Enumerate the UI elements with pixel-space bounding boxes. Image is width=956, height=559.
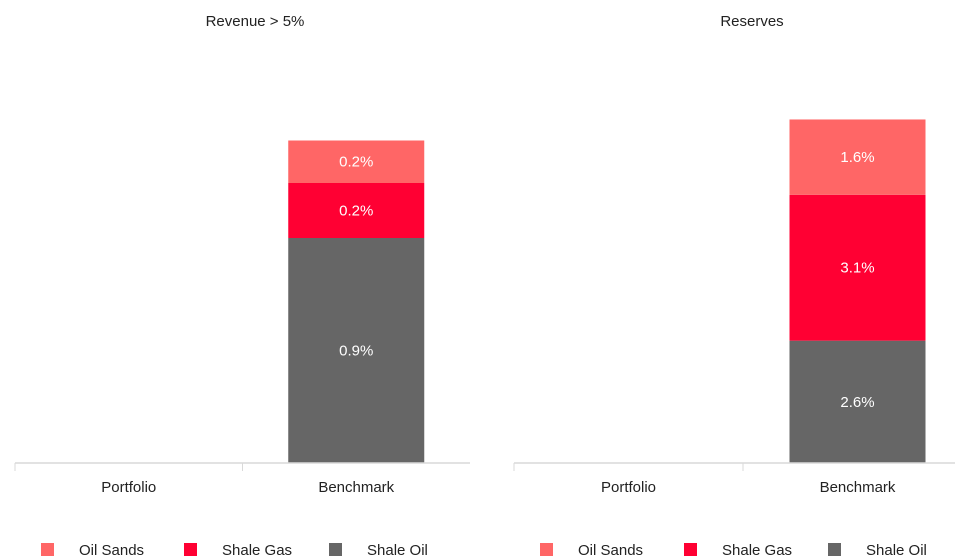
data-label: 0.2% (339, 154, 373, 171)
data-label: 3.1% (840, 260, 874, 277)
legend-swatch (828, 543, 841, 556)
chart-title: Revenue > 5% (206, 13, 305, 30)
legend-label: Shale Oil (866, 542, 927, 559)
legend-label: Shale Oil (367, 542, 428, 559)
legend-swatch (329, 543, 342, 556)
bar-segment (288, 238, 425, 463)
x-tick-label: Benchmark (318, 479, 394, 496)
legend-swatch (41, 543, 54, 556)
legend-swatch (684, 543, 697, 556)
x-tick-label: Benchmark (820, 479, 896, 496)
bar-segment (789, 119, 926, 195)
x-tick-label: Portfolio (101, 479, 156, 496)
x-tick-label: Portfolio (601, 479, 656, 496)
legend-label: Oil Sands (578, 542, 643, 559)
legend-label: Shale Gas (222, 542, 292, 559)
data-label: 0.9% (339, 342, 373, 359)
chart-title: Reserves (720, 13, 783, 30)
data-label: 2.6% (840, 394, 874, 411)
bar-segment (288, 140, 425, 183)
bar-segment (789, 194, 926, 341)
legend-label: Shale Gas (722, 542, 792, 559)
data-label: 1.6% (840, 149, 874, 166)
bar-segment (789, 340, 926, 463)
legend-swatch (184, 543, 197, 556)
legend-label: Oil Sands (79, 542, 144, 559)
legend-swatch (540, 543, 553, 556)
data-label: 0.2% (339, 202, 373, 219)
bar-segment (288, 183, 425, 238)
